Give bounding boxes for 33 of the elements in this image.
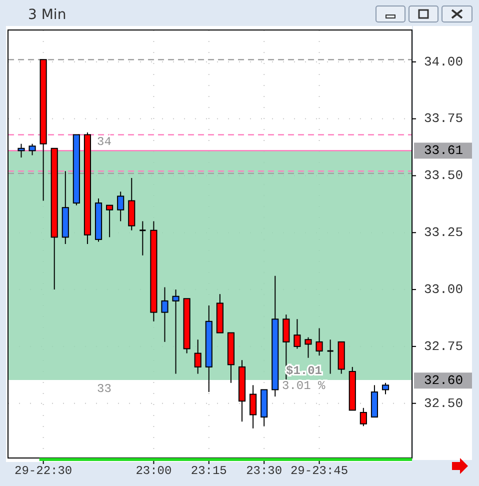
candlestick [138,220,146,256]
candlestick [194,339,202,374]
x-tick-label: 29-22:30 [14,464,72,478]
x-tick-label: 23:00 [136,464,172,478]
y-tick-label: 32.75 [424,338,464,354]
x-tick-label: 23:15 [190,464,227,478]
y-tick-label: 33.00 [424,282,464,297]
annotation: 33 [97,382,112,396]
candlestick [161,286,168,342]
y-tick-label: 32.50 [424,396,464,411]
annotation: 3.01 % [282,378,326,393]
candlestick [250,384,257,429]
x-tick-label: 23:30 [246,464,282,478]
candlestick [304,336,312,358]
candlestick [360,407,367,427]
y-tick-label: 33.75 [424,111,464,126]
ref-line-label: 32.60 [424,373,464,388]
chart-title: 3 Min [28,7,66,23]
candlestick [316,328,323,356]
annotation: 34 [97,134,112,149]
candlestick [18,143,25,158]
y-tick-label: 33.50 [424,168,464,184]
candlestick [326,339,334,374]
candlestick [28,143,36,156]
y-tick-label: 33.25 [424,225,464,240]
candlestick [172,289,180,374]
candlestick [382,382,390,395]
candlestick [106,204,114,238]
x-tick-label: 29-23:45 [290,464,348,478]
ref-line-label: 33.61 [424,143,464,158]
candlestick [294,318,301,350]
candlestick [117,191,124,222]
y-tick-label: 34.00 [424,54,464,70]
